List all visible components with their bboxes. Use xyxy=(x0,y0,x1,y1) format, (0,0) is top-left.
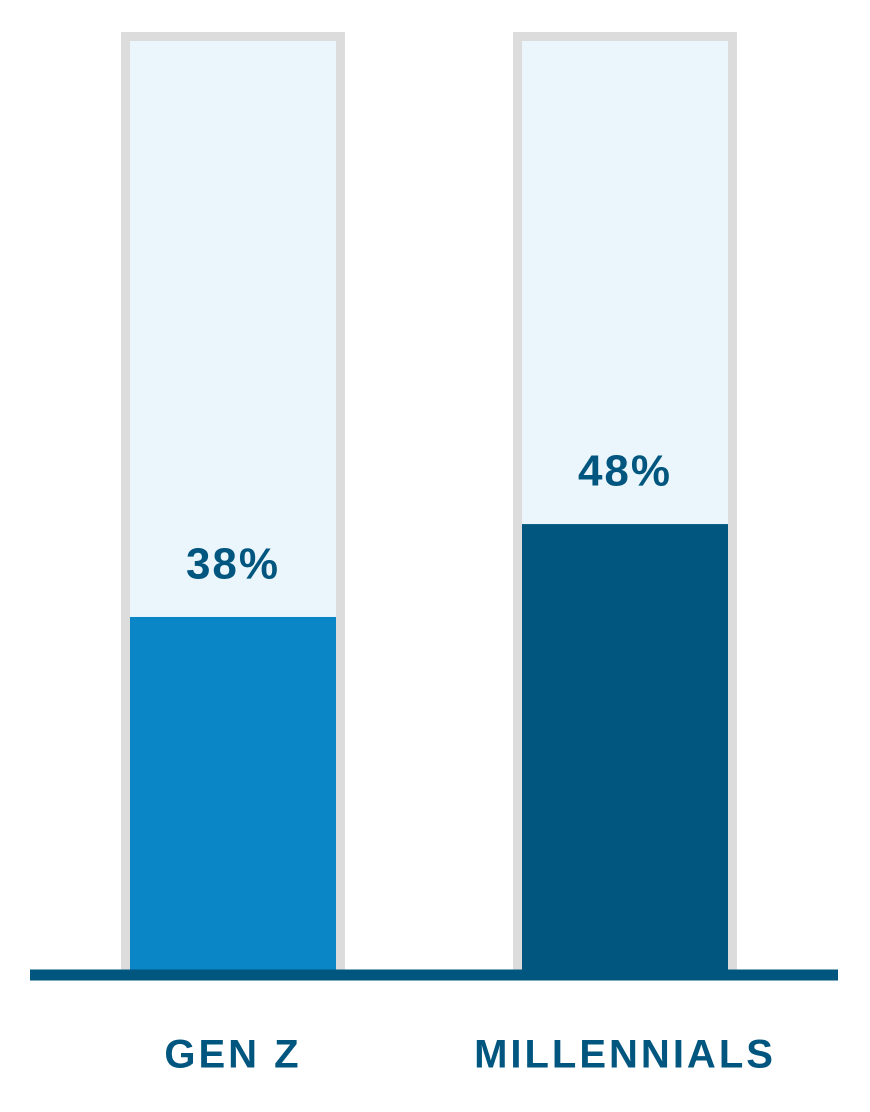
bar xyxy=(130,616,336,970)
x-tick-label: GEN Z xyxy=(164,1033,301,1077)
value-label: 48% xyxy=(578,447,672,496)
value-label: 38% xyxy=(186,540,280,589)
x-tick-label: MILLENNIALS xyxy=(474,1033,776,1077)
bar xyxy=(522,524,728,970)
